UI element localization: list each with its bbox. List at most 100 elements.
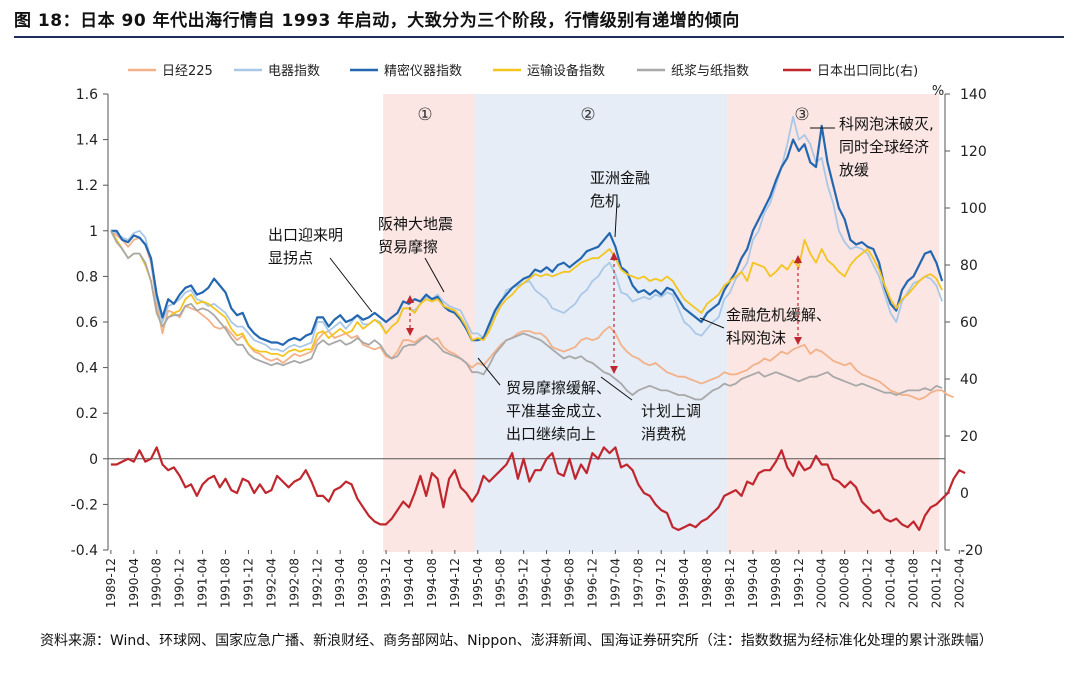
x-tick-label: 1996-08 — [562, 558, 576, 608]
phase-bands: ① ② ③ — [383, 94, 940, 552]
right-axis-unit: % — [932, 84, 944, 99]
x-tick-label: 1989-12 — [104, 558, 118, 608]
gap-arrow-head-top-3 — [794, 255, 802, 263]
left-tick-label: 0.4 — [76, 361, 98, 377]
right-tick-label: 120 — [960, 144, 987, 160]
x-tick-label: 1997-08 — [631, 558, 645, 608]
right-tick-label: 40 — [960, 372, 978, 388]
x-tick-label: 2000-08 — [838, 558, 852, 608]
x-tick-label: 1991-08 — [219, 558, 233, 608]
x-tick-label: 1992-04 — [264, 558, 278, 608]
left-tick-label: 1.2 — [76, 178, 98, 194]
source-note: 资料来源：Wind、环球网、国家应急广播、新浪财经、商务部网站、Nippon、澎… — [40, 633, 993, 649]
annotation-4-line-3: 放缓 — [839, 161, 869, 179]
x-tick-label: 1992-08 — [287, 558, 301, 608]
annotation-4-line-1: 科网泡沫破灭, — [839, 115, 934, 133]
x-tick-label: 1994-04 — [402, 558, 416, 608]
legend-label-2: 电器指数 — [268, 64, 320, 79]
annotation-7-line-1: 计划上调 — [641, 402, 701, 420]
left-tick-label: 1.6 — [76, 87, 98, 103]
annotation-7-line-2: 消费税 — [641, 425, 686, 443]
phase-label-1: ① — [417, 105, 432, 125]
figure-title: 图 18：日本 90 年代出海行情自 1993 年启动，大致分为三个阶段，行情级… — [14, 11, 740, 31]
annotation-leader-3 — [614, 201, 618, 238]
legend-label-3: 精密仪器指数 — [384, 63, 462, 79]
annotation-6-line-1: 贸易摩擦缓解、 — [506, 379, 611, 397]
right-tick-label: 80 — [960, 258, 978, 274]
axes: -0.4 -0.2 0 0.2 0.4 0.6 0.8 1 1.2 1.4 1.6 -20 0 20 40 6… — [71, 84, 987, 608]
annotation-3-line-1: 亚洲金融 — [590, 169, 650, 187]
x-tick-label: 1999-08 — [769, 558, 783, 608]
x-tick-label: 1998-08 — [700, 558, 714, 608]
x-tick-label: 1999-12 — [792, 558, 806, 608]
x-tick-label: 2001-08 — [906, 558, 920, 608]
legend-label-4: 运输设备指数 — [527, 63, 605, 79]
x-tick-label: 1992-12 — [310, 558, 324, 608]
annotation-3-line-2: 危机 — [590, 192, 620, 210]
x-tick-label: 2001-04 — [884, 558, 898, 608]
series-line-5 — [110, 230, 943, 401]
phase-label-2: ② — [580, 105, 595, 125]
x-tick-label: 1993-08 — [356, 558, 370, 608]
x-tick-label: 1995-04 — [471, 558, 485, 608]
x-tick-label: 1990-08 — [150, 558, 164, 608]
x-tick-label: 1991-12 — [241, 558, 255, 608]
phase-band-2 — [474, 94, 728, 552]
gap-arrow-head-bottom-2 — [610, 366, 618, 374]
left-tick-label: 0.2 — [76, 406, 98, 422]
phase-band-3 — [727, 94, 940, 552]
x-tick-label: 1995-08 — [494, 558, 508, 608]
series-line-3 — [110, 124, 944, 346]
annotation-6-line-3: 出口继续向上 — [506, 425, 596, 443]
x-tick-label: 2000-12 — [861, 558, 875, 608]
series-line-6 — [110, 446, 966, 532]
annotation-leader-7 — [600, 376, 633, 401]
x-tick-label: 1997-12 — [654, 558, 668, 608]
chart: ① ② ③ -0.4 -0.2 0 0.2 0.4 0.6 0.8 1 1.2 1.4 1.6 -20 0 2… — [71, 63, 987, 608]
legend-label-1: 日经225 — [162, 64, 213, 79]
gap-arrow-head-top-2 — [610, 252, 618, 260]
x-tick-label: 2000-04 — [815, 558, 829, 608]
annotation-leader-2 — [424, 257, 445, 293]
legend: 日经225 电器指数 精密仪器指数 运输设备指数 纸浆与纸指数 日本出口同比(右) — [128, 63, 918, 79]
x-tick-label: 1996-04 — [540, 558, 554, 608]
series-line-4 — [110, 230, 943, 358]
x-tick-label: 2001-12 — [929, 558, 943, 608]
left-tick-label: 1 — [89, 224, 98, 240]
x-tick-label: 1996-12 — [585, 558, 599, 608]
left-tick-label: 0.6 — [76, 315, 98, 331]
gap-arrow-head-bottom-3 — [794, 337, 802, 345]
legend-label-6: 日本出口同比(右) — [817, 64, 918, 79]
x-tick-label: 1990-04 — [127, 558, 141, 608]
x-tick-label: 1993-04 — [333, 558, 347, 608]
annotation-2-line-2: 贸易摩擦 — [378, 238, 438, 256]
x-tick-label: 1993-12 — [379, 558, 393, 608]
phase-band-1 — [383, 94, 475, 552]
series-line-2 — [110, 115, 943, 353]
annotation-leader-5 — [699, 317, 725, 329]
annotation-1-line-1: 出口迎来明 — [268, 226, 343, 244]
gap-arrow-head-top-1 — [406, 295, 414, 303]
x-tick-label: 1998-12 — [723, 558, 737, 608]
series-lines — [110, 115, 966, 532]
annotation-leader-6 — [477, 357, 501, 386]
annotation-1-line-2: 显拐点 — [268, 249, 313, 267]
x-tick-label: 1994-08 — [425, 558, 439, 608]
right-tick-label: -20 — [960, 543, 983, 559]
left-tick-label: -0.4 — [71, 543, 98, 559]
title-divider — [14, 36, 1064, 38]
left-tick-label: 0.8 — [76, 269, 98, 285]
x-tick-label: 1994-12 — [448, 558, 462, 608]
annotation-4-line-2: 同时全球经济 — [839, 138, 929, 156]
x-tick-label: 2002-04 — [952, 558, 966, 608]
legend-label-5: 纸浆与纸指数 — [671, 64, 749, 79]
left-tick-label: 0 — [89, 452, 98, 468]
right-tick-label: 20 — [960, 429, 978, 445]
annotation-5-line-2: 科网泡沫 — [726, 329, 786, 347]
left-tick-label: -0.2 — [71, 497, 98, 513]
annotation-2-line-1: 阪神大地震 — [378, 215, 453, 233]
right-tick-label: 0 — [960, 486, 969, 502]
left-tick-label: 1.4 — [76, 133, 98, 149]
x-tick-label: 1991-04 — [196, 558, 210, 608]
